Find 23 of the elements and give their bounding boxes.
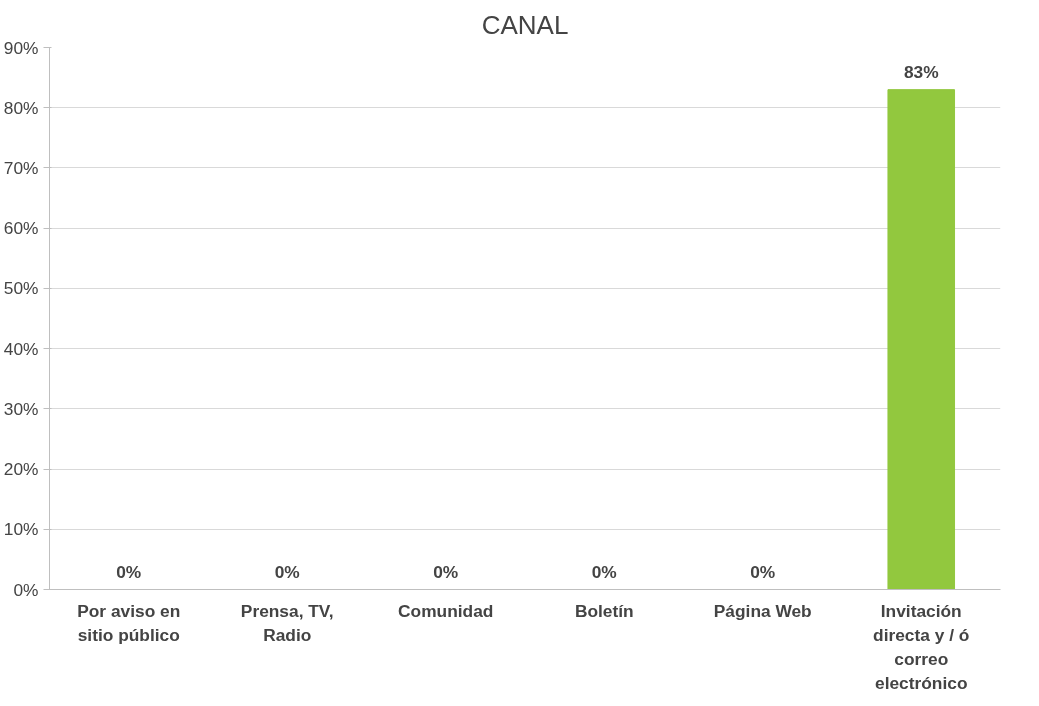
x-tick-label: Página Web (713, 600, 812, 621)
data-label: 0% (433, 561, 459, 582)
y-tick-label: 30% (3, 398, 39, 419)
data-label: 0% (750, 561, 776, 582)
y-tick-label: 50% (3, 278, 39, 299)
x-tick-label: Por aviso en sitio público (77, 600, 181, 645)
y-tick-label: 0% (13, 579, 39, 600)
y-tick-label: 90% (3, 37, 39, 58)
x-tick-label: Prensa, TV, Radio (240, 600, 334, 645)
data-label: 0% (591, 561, 617, 582)
data-label: 83% (903, 61, 939, 82)
y-tick-label: 60% (3, 218, 39, 239)
data-label: 0% (274, 561, 300, 582)
y-tick-label: 10% (3, 519, 39, 540)
x-tick-label: Invitación directa y / ó correo electrónico (873, 600, 970, 693)
y-tick-label: 20% (3, 459, 39, 480)
y-tick-label: 40% (3, 338, 39, 359)
chart-title: CANAL (481, 10, 569, 40)
y-tick-label: 70% (3, 157, 39, 178)
y-tick-label: 80% (3, 97, 39, 118)
x-tick-label: Comunidad (398, 600, 494, 621)
x-tick-label: Boletín (574, 600, 634, 621)
data-label: 0% (116, 561, 142, 582)
